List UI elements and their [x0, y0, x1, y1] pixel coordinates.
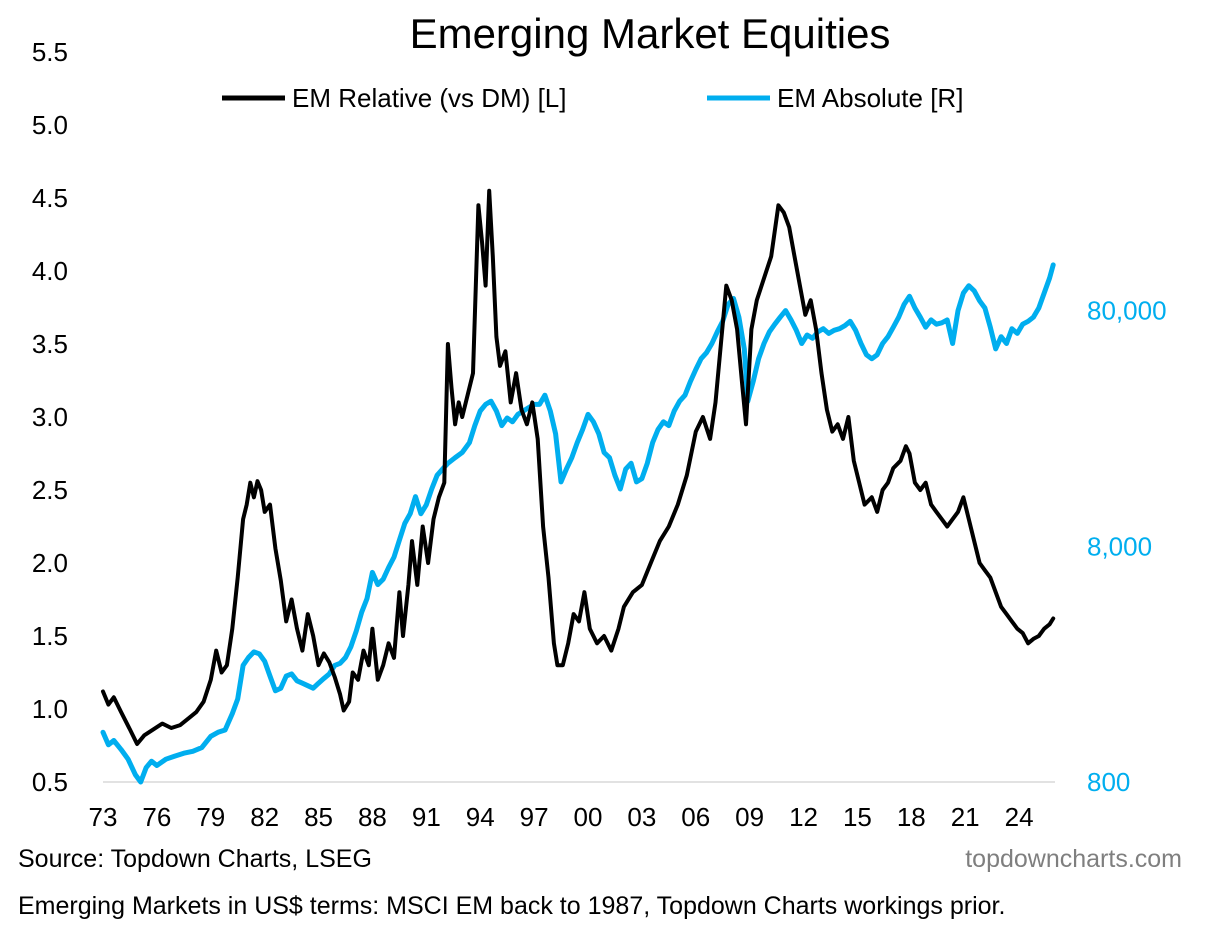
- y-left-tick-label: 4.0: [32, 256, 68, 286]
- x-tick-label: 09: [735, 802, 764, 832]
- y-right-tick-label: 8,000: [1087, 531, 1152, 561]
- axes: 73 76 79 82 85 88 91 94 97 00 03 06 09 12 15 18 21 24 0.5 1…: [32, 37, 1167, 832]
- y-left-tick-label: 2.5: [32, 475, 68, 505]
- x-tick-label: 18: [897, 802, 926, 832]
- series-layer: [100, 188, 1056, 785]
- series-line-em-absolute: [100, 262, 1056, 785]
- y-right-tick-label: 80,000: [1087, 296, 1167, 326]
- x-tick-label: 79: [196, 802, 225, 832]
- x-tick-label: 82: [250, 802, 279, 832]
- x-tick-label: 03: [627, 802, 656, 832]
- y-left-tick-label: 3.5: [32, 329, 68, 359]
- y-left-tick-label: 1.0: [32, 694, 68, 724]
- x-tick-label: 06: [681, 802, 710, 832]
- source-note: Source: Topdown Charts, LSEG: [18, 845, 372, 873]
- watermark: topdowncharts.com: [965, 845, 1182, 873]
- y-right-tick-label: 800: [1087, 767, 1130, 797]
- x-tick-label: 88: [358, 802, 387, 832]
- x-tick-label: 21: [951, 802, 980, 832]
- chart-title: Emerging Market Equities: [410, 10, 891, 57]
- x-tick-label: 76: [142, 802, 171, 832]
- x-tick-label: 73: [89, 802, 118, 832]
- series-line-em-relative: [101, 188, 1056, 746]
- y-left-tick-label: 3.0: [32, 402, 68, 432]
- y-left-tick-label: 5.0: [32, 110, 68, 140]
- x-tick-label: 91: [412, 802, 441, 832]
- x-tick-label: 94: [466, 802, 495, 832]
- y-left-tick-label: 5.5: [32, 37, 68, 67]
- legend: EM Relative (vs DM) [L] EM Absolute [R]: [222, 83, 963, 113]
- x-tick-label: 15: [843, 802, 872, 832]
- y-left-tick-label: 0.5: [32, 767, 68, 797]
- y-left-tick-label: 4.5: [32, 183, 68, 213]
- x-tick-label: 97: [520, 802, 549, 832]
- y-left-tick-label: 2.0: [32, 548, 68, 578]
- x-tick-label: 12: [789, 802, 818, 832]
- y-left-tick-label: 1.5: [32, 621, 68, 651]
- x-tick-label: 85: [304, 802, 333, 832]
- methodology-note: Emerging Markets in US$ terms: MSCI EM b…: [18, 892, 1006, 920]
- x-tick-label: 00: [574, 802, 603, 832]
- legend-label-relative: EM Relative (vs DM) [L]: [292, 83, 567, 113]
- x-tick-label: 24: [1005, 802, 1034, 832]
- legend-label-absolute: EM Absolute [R]: [777, 83, 963, 113]
